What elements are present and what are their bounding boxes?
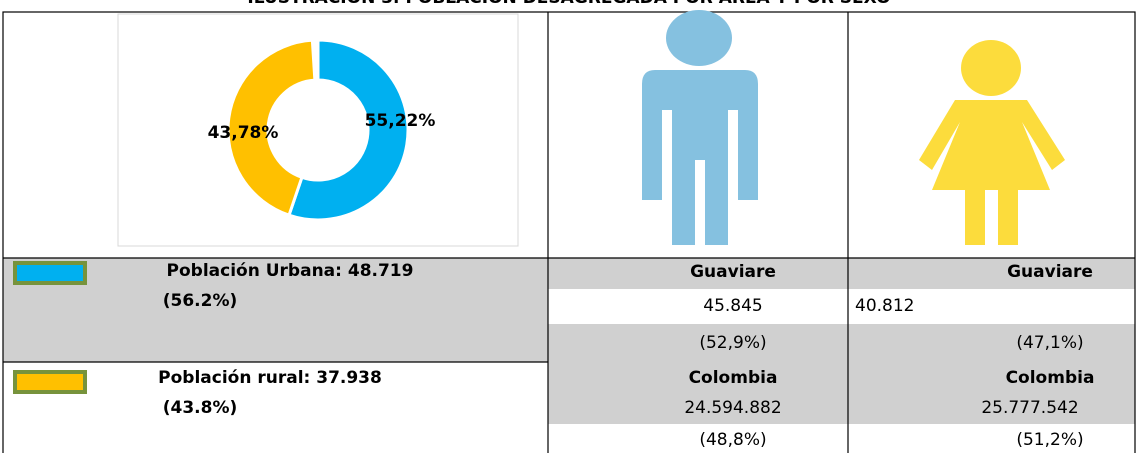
row-bg [3,258,548,362]
cell: Colombia [1006,368,1095,388]
cell: 45.845 [703,296,762,316]
cell: Colombia [689,368,778,388]
legend-swatch [13,370,87,394]
donut-label: 55,22% [365,111,436,131]
cell: 24.594.882 [684,398,781,418]
legend-label: Población Urbana: 48.719 [167,261,414,281]
cell: (51,2%) [1016,430,1083,450]
cell: (48,8%) [699,430,766,450]
table-border [2,11,1136,457]
donut-segment [287,38,410,222]
title: ILUSTRACIÓN 3. POBLACIÓN DESAGREGADA POR… [247,0,890,8]
legend-share: (56.2%) [163,291,238,311]
legend-share: (43.8%) [163,398,238,418]
cell: (47,1%) [1016,333,1083,353]
donut [226,38,410,222]
cell: Guaviare [690,262,776,282]
legend-swatch [13,261,87,285]
man-icon [642,10,758,245]
row-bg [548,393,1135,424]
woman-icon [919,40,1065,245]
cell: 25.777.542 [981,398,1078,418]
cell: 40.812 [855,296,914,316]
row-bg [548,258,1135,289]
cell: (52,9%) [699,333,766,353]
donut-label: 43,78% [208,123,279,143]
cell: Guaviare [1007,262,1093,282]
legend-label: Población rural: 37.938 [158,368,382,388]
donut-segment [226,38,317,218]
row-bg [548,324,1135,362]
chart-frame [117,13,519,247]
row-bg [548,362,1135,393]
